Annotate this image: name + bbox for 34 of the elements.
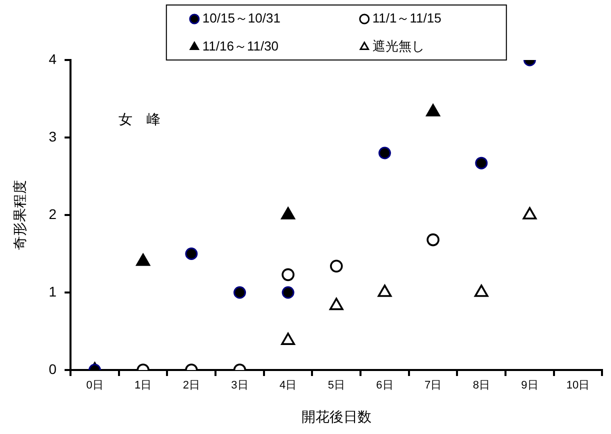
x-tick-label: 4日	[280, 380, 297, 392]
point	[281, 332, 296, 345]
legend-label: 11/16～11/30	[202, 38, 279, 54]
y-tick-label: 2	[48, 206, 57, 222]
point	[522, 207, 537, 220]
point	[281, 207, 296, 220]
x-tick-label: 10日	[566, 380, 590, 392]
x-axis-title: 開花後日数	[301, 408, 372, 424]
x-tick-label: 9日	[521, 380, 538, 392]
point	[475, 156, 488, 170]
legend-label: 10/15～10/31	[202, 10, 280, 26]
x-tick-label: 8日	[472, 380, 490, 392]
point	[136, 254, 150, 266]
point	[426, 233, 440, 246]
point	[329, 298, 344, 310]
y-tick-label: 1	[48, 283, 57, 300]
annotation: 女 峰	[118, 110, 161, 127]
x-tick-label: 1日	[134, 380, 152, 392]
x-tick-label: 6日	[376, 380, 394, 392]
y-tick-label: 3	[48, 128, 57, 144]
x-tick-label: 3日	[231, 380, 248, 392]
y-axis-title: 奇形果程度	[11, 180, 28, 250]
x-tick-label: 0日	[86, 380, 104, 392]
point	[474, 284, 488, 297]
x-tick-label: 7日	[424, 380, 442, 392]
x-tick-label: 5日	[328, 380, 345, 392]
y-tick-label: 0	[48, 360, 57, 377]
legend-label: 遮光無し	[372, 38, 424, 54]
point	[185, 248, 198, 260]
point	[378, 146, 391, 160]
y-tick-label: 4	[48, 50, 57, 67]
x-tick-label: 2日	[182, 380, 200, 392]
point	[378, 284, 392, 297]
legend-label: 11/1～11/15	[372, 10, 442, 26]
